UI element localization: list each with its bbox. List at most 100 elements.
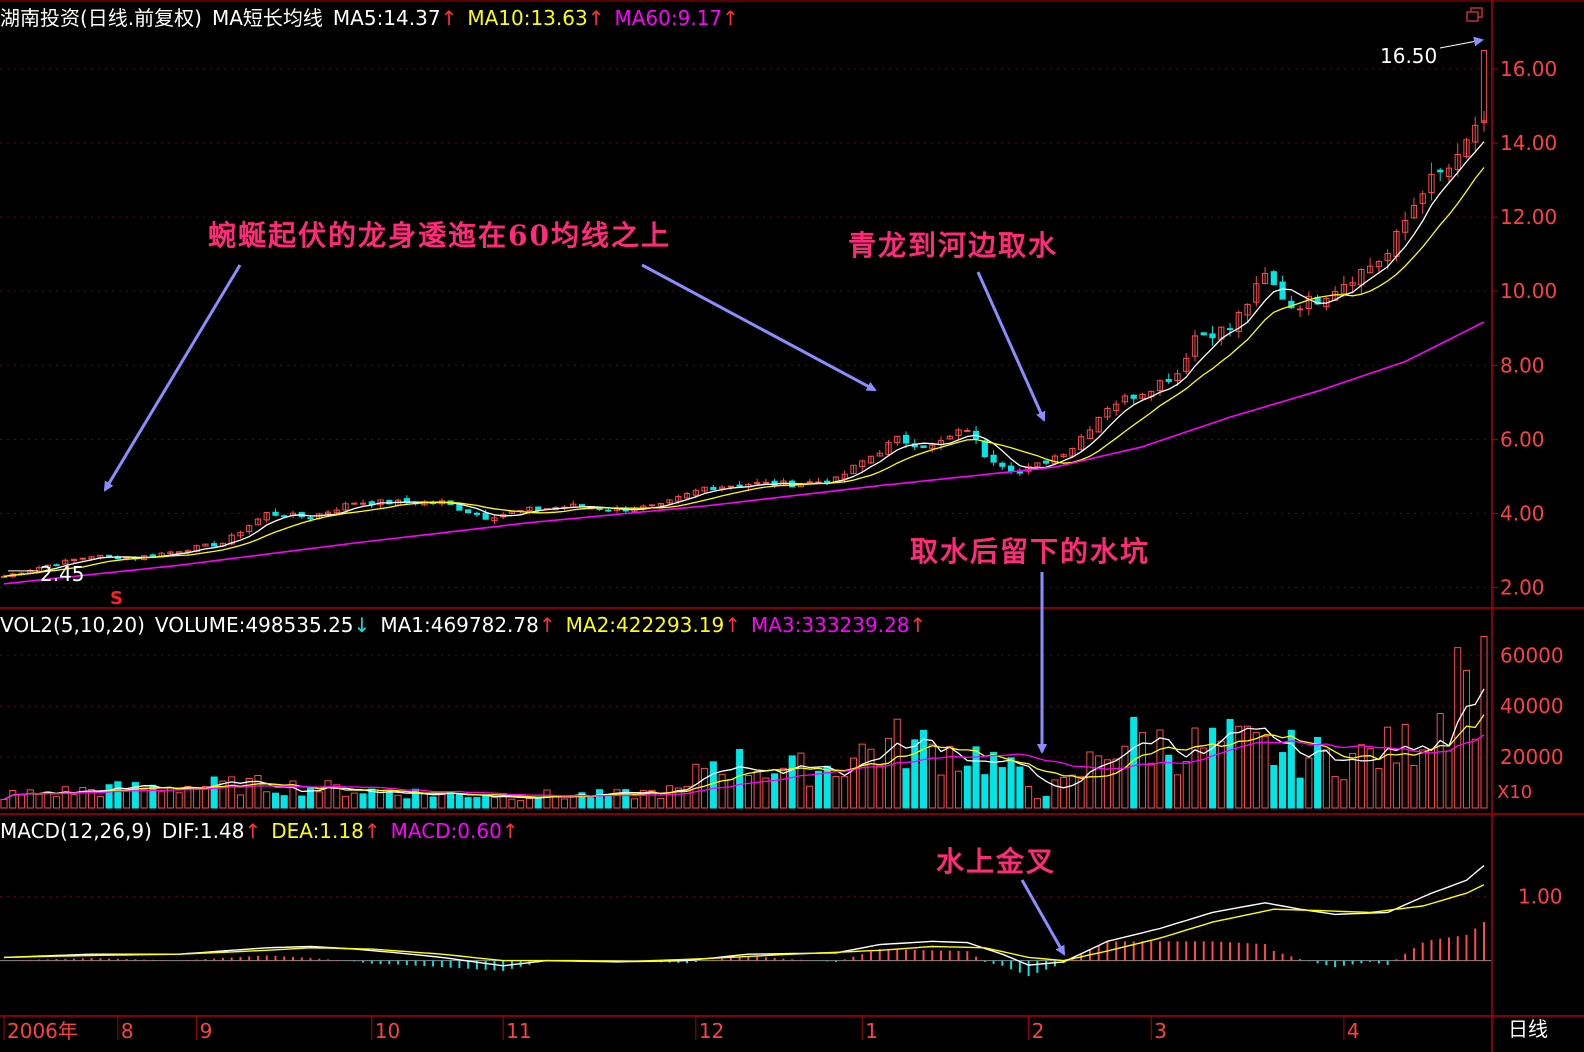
candle-body (946, 435, 953, 440)
volume-bar (455, 793, 463, 809)
candle (1437, 167, 1444, 182)
volume-bar (1454, 647, 1462, 809)
candle-body (1410, 204, 1418, 219)
candle-body (1121, 395, 1129, 403)
volume-bar (1279, 752, 1287, 809)
candle (1367, 257, 1374, 274)
candle-body (272, 511, 279, 516)
volume-bar (1436, 712, 1444, 809)
candle-body (333, 509, 340, 513)
candle (946, 434, 953, 440)
annotation-arrow (1020, 879, 1066, 956)
candle (1454, 143, 1461, 177)
candle-body (1402, 219, 1409, 233)
candle-body (184, 550, 192, 553)
volume-bar (762, 777, 770, 809)
x-axis-tick-labels: 2006年 8 9 10 11 12 1 2 3 4 (3, 1016, 1360, 1043)
candle (964, 428, 971, 433)
candle-body (1454, 154, 1461, 171)
volume-bar (1322, 749, 1330, 809)
volume-bar (867, 748, 875, 809)
volume-bar (788, 755, 796, 809)
volume-bar (683, 786, 691, 809)
dif-line (3, 865, 1485, 967)
volume-bar (61, 786, 69, 809)
volume-bar (858, 743, 866, 809)
candle (167, 550, 174, 555)
volume-bar (648, 789, 656, 809)
volume-bar (1419, 749, 1427, 809)
candle-body (1463, 139, 1470, 158)
volume-bar (1200, 747, 1208, 809)
price-tick-label: 10.00 (1500, 279, 1557, 303)
candle (1121, 393, 1129, 406)
candle (885, 440, 892, 455)
candle-body (491, 517, 498, 522)
candle-body (526, 506, 533, 512)
volume-ma1-line (3, 688, 1485, 801)
volume-bar (1349, 753, 1357, 809)
volume-bar (1033, 798, 1041, 809)
volume-bar (1051, 779, 1059, 809)
stock-title: 湖南投资(日线.前复权) (0, 6, 202, 30)
candle-body (990, 454, 997, 463)
annotation-water-pit: 取水后留下的水坑 (910, 535, 1151, 568)
restore-window-icon[interactable] (1466, 7, 1484, 23)
volume-bar (718, 773, 726, 809)
volume-ma3-up-arrow: ↑ (909, 613, 927, 637)
candle (876, 450, 883, 457)
candle-body (193, 545, 200, 553)
volume-bar (639, 790, 647, 809)
volume-down-arrow: ↓ (353, 613, 371, 637)
volume-ma1-value: MA1:469782.78 (380, 613, 539, 637)
volume-bar (814, 770, 822, 809)
candle (1296, 305, 1304, 318)
candle (281, 514, 288, 518)
candle-body (1367, 265, 1374, 274)
volume-bar (1261, 736, 1269, 809)
volume-bar (1121, 745, 1129, 809)
volume-bar (578, 792, 586, 809)
candle (1069, 447, 1076, 457)
candle-body (876, 452, 883, 457)
sell-signal-marker: S (110, 588, 123, 609)
candle-body (237, 532, 244, 537)
high-price-label: 16.50 (1380, 44, 1437, 68)
volume-bar (9, 790, 17, 809)
volume-bar (963, 765, 971, 809)
volume-bar (490, 797, 498, 809)
volume-bar (131, 782, 139, 809)
moving-average-lines (3, 141, 1485, 585)
candle-body (324, 511, 332, 515)
candle (1113, 400, 1120, 416)
candle-body (88, 556, 95, 560)
candle (990, 450, 997, 466)
candle (1480, 50, 1488, 122)
candle (44, 564, 51, 570)
volume-bar (403, 798, 411, 809)
volume-bar (937, 774, 945, 809)
period-label[interactable]: 日线 (1508, 1017, 1548, 1041)
candle (1428, 162, 1435, 201)
volume-bar (280, 795, 288, 809)
volume-bar (998, 767, 1006, 809)
volume-bar (902, 768, 910, 809)
candle (920, 445, 927, 449)
candle (1016, 468, 1023, 476)
candle-body (1086, 429, 1094, 439)
volume-bars (0, 635, 1488, 809)
annotation-arrow (641, 263, 877, 392)
candle-body (1200, 332, 1207, 336)
candle-body (1340, 284, 1347, 295)
candle-body (718, 486, 726, 490)
volume-bar (210, 776, 218, 809)
volume-bar (271, 792, 280, 809)
candle (1253, 276, 1260, 307)
volume-bar (990, 751, 998, 809)
annotation-arrows (8, 36, 1484, 956)
candle-body (254, 518, 262, 526)
volume-bar (236, 794, 244, 809)
candle (867, 455, 875, 465)
candle-body (1428, 173, 1435, 194)
